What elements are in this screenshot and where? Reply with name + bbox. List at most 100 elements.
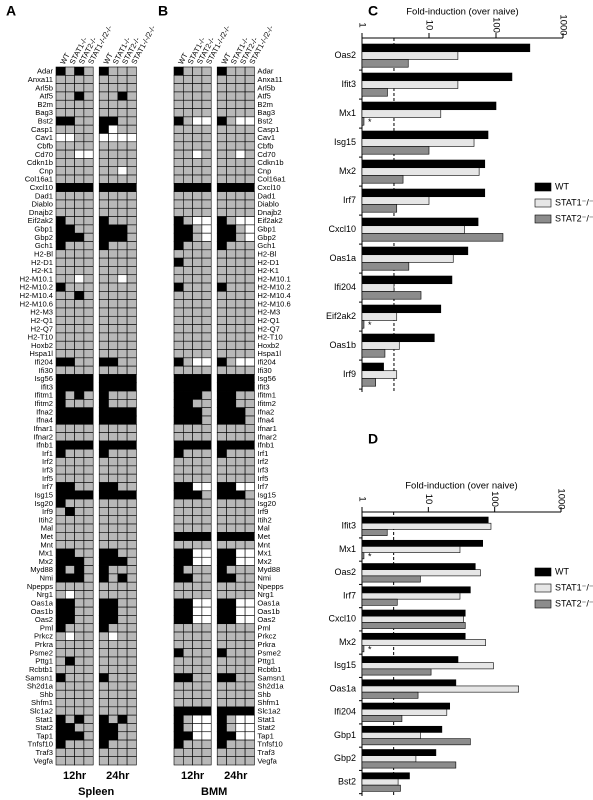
heatmap-cell xyxy=(201,399,212,408)
bar xyxy=(361,639,486,646)
heatmap-cell xyxy=(108,540,119,550)
heatmap-cell xyxy=(244,315,255,325)
heatmap-cell xyxy=(83,424,94,433)
gene-label: Ifnar2 xyxy=(34,432,53,441)
heatmap-cell xyxy=(235,124,246,134)
heatmap-cell xyxy=(65,623,75,633)
heatmap-cell xyxy=(244,399,255,408)
gene-label: Irf9 xyxy=(257,507,268,516)
heatmap-cell xyxy=(74,224,85,234)
heatmap-cell xyxy=(126,731,137,741)
heatmap-cell xyxy=(235,731,246,741)
heatmap-cell xyxy=(65,482,75,492)
gene-label: Myd88 xyxy=(30,565,53,574)
heatmap-cell xyxy=(201,282,212,292)
heatmap-cell xyxy=(244,108,255,118)
heatmap-cell xyxy=(226,324,237,334)
heatmap-cell xyxy=(55,432,66,442)
heatmap-cell xyxy=(65,606,75,616)
heatmap-cell xyxy=(74,149,85,159)
legend-label: STAT2⁻/⁻ xyxy=(555,213,593,223)
heatmap-cell xyxy=(226,124,237,134)
heatmap-cell xyxy=(173,307,184,317)
gene-label: Shb xyxy=(39,690,53,699)
heatmap-cell xyxy=(74,739,85,749)
heatmap-cell xyxy=(83,249,94,259)
heatmap-cell xyxy=(244,83,255,93)
heatmap-cell xyxy=(226,424,237,433)
heatmap-cell xyxy=(126,473,137,483)
heatmap-cell xyxy=(74,216,85,226)
heatmap-cell xyxy=(74,141,85,151)
heatmap-cell xyxy=(201,448,212,458)
heatmap-cell xyxy=(108,249,119,259)
heatmap-cell xyxy=(65,507,75,517)
heatmap-cell xyxy=(183,207,193,217)
heatmap-cell xyxy=(108,357,119,367)
bar xyxy=(361,598,398,606)
heatmap-cell xyxy=(192,266,203,276)
heatmap-cell xyxy=(55,490,66,500)
heatmap-cell xyxy=(173,75,184,84)
heatmap-cell xyxy=(173,357,184,367)
heatmap-cell xyxy=(117,124,128,134)
heatmap-cell xyxy=(98,91,109,101)
gene-label: H2-Bl xyxy=(257,249,276,258)
heatmap-cell xyxy=(117,291,128,300)
heatmap-cell xyxy=(55,623,66,633)
gene-label: Casp1 xyxy=(31,125,53,134)
heatmap-cell xyxy=(98,631,109,641)
heatmap-cell xyxy=(216,266,227,276)
heatmap-cell xyxy=(117,390,128,400)
heatmap-cell xyxy=(83,731,94,741)
heatmap-cell xyxy=(55,149,66,159)
heatmap-cell xyxy=(173,108,184,118)
heatmap-cell xyxy=(65,332,75,342)
heatmap-cell xyxy=(216,490,227,500)
heatmap-cell xyxy=(98,407,109,417)
gene-label: Ifna2 xyxy=(257,407,274,416)
gene-label: Bag3 xyxy=(257,108,275,117)
x-tick-label: 100 xyxy=(489,491,500,507)
heatmap-cell xyxy=(226,731,237,741)
heatmap-cell xyxy=(235,631,246,641)
heatmap-cell xyxy=(226,183,237,192)
heatmap-cell xyxy=(98,581,109,591)
heatmap-cell xyxy=(235,307,246,317)
heatmap-cell xyxy=(65,473,75,483)
heatmap-cell xyxy=(117,440,128,450)
heatmap-cell xyxy=(83,681,94,691)
heatmap-cell xyxy=(244,565,255,575)
heatmap-cell xyxy=(226,199,237,209)
gene-label: H2-D1 xyxy=(31,258,53,267)
heatmap-cell xyxy=(173,99,184,109)
gene-label: Gbp1 xyxy=(257,225,276,234)
gene-label: Slc1a2 xyxy=(30,706,53,715)
heatmap-cell xyxy=(244,723,255,733)
gene-label: Irf7 xyxy=(42,482,53,491)
heatmap-cell xyxy=(244,698,255,708)
heatmap-cell xyxy=(108,565,119,575)
bar xyxy=(361,755,417,763)
bar xyxy=(361,167,480,176)
heatmap-cell xyxy=(126,523,137,533)
heatmap-cell xyxy=(192,598,203,608)
heatmap-cell xyxy=(201,606,212,616)
heatmap-cell xyxy=(235,133,246,143)
heatmap-cell xyxy=(83,291,94,300)
heatmap-cell xyxy=(235,315,246,325)
heatmap-cell xyxy=(98,656,109,666)
bar xyxy=(361,378,376,387)
gene-label: Mx1 xyxy=(39,549,53,558)
heatmap-cell xyxy=(192,473,203,483)
heatmap-cell xyxy=(183,440,193,450)
heatmap-cell xyxy=(173,673,184,683)
heatmap-cell xyxy=(192,698,203,708)
heatmap-cell xyxy=(183,689,193,699)
heatmap-cell xyxy=(235,498,246,508)
heatmap-cell xyxy=(201,548,212,558)
heatmap-cell xyxy=(65,99,75,109)
heatmap-cell xyxy=(192,673,203,683)
heatmap-cell xyxy=(55,108,66,118)
heatmap-cell xyxy=(55,532,66,541)
